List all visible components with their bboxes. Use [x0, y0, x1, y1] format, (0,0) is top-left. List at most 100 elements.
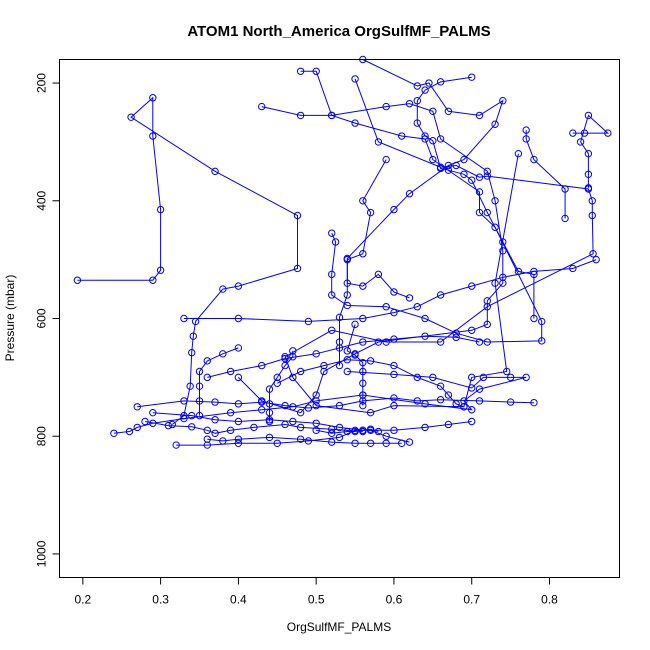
data-point: [359, 197, 367, 205]
data-point: [289, 347, 297, 355]
data-point: [359, 391, 367, 399]
data-point: [475, 397, 484, 405]
data-point: [483, 208, 491, 217]
data-point: [468, 406, 476, 414]
data-point: [359, 401, 367, 410]
data-point: [258, 361, 266, 370]
series-line: [77, 96, 298, 425]
data-point: [320, 361, 328, 370]
data-point: [203, 426, 211, 435]
data-point: [359, 282, 367, 290]
data-point: [328, 438, 336, 446]
data-point: [390, 288, 398, 296]
data-point: [335, 313, 344, 322]
series-line: [207, 335, 480, 378]
x-tick-label: 0.7: [463, 593, 480, 607]
data-point: [312, 419, 320, 427]
y-tick-label: 1000: [35, 540, 49, 567]
data-point: [359, 314, 367, 323]
data-point: [425, 79, 433, 87]
data-point: [188, 411, 196, 420]
y-axis-label: Pressure (mbar): [3, 275, 17, 362]
data-point: [359, 427, 367, 436]
data-point: [468, 384, 476, 392]
data-point: [281, 420, 289, 429]
data-point: [351, 439, 359, 447]
data-point: [460, 403, 468, 411]
series-line: [339, 59, 504, 366]
data-point: [156, 205, 165, 214]
data-point: [374, 427, 383, 436]
data-point: [226, 408, 235, 417]
data-point: [584, 149, 593, 158]
data-point: [296, 111, 305, 120]
data-point: [211, 398, 219, 406]
y-tick-label: 800: [35, 426, 49, 446]
data-point: [429, 155, 437, 164]
series-line: [277, 359, 465, 408]
data-point: [351, 320, 359, 329]
data-point: [188, 423, 196, 431]
data-point: [331, 238, 340, 246]
series-line: [207, 436, 402, 444]
data-point: [289, 353, 297, 361]
data-point: [436, 382, 445, 390]
x-tick-label: 0.5: [308, 593, 325, 607]
data-point: [328, 291, 336, 299]
data-point: [312, 397, 320, 405]
data-point: [506, 373, 515, 382]
data-point: [180, 397, 188, 405]
y-tick-label: 600: [35, 308, 49, 328]
data-point: [390, 370, 398, 379]
data-point: [522, 126, 530, 134]
data-point: [304, 437, 313, 445]
data-point: [468, 176, 476, 184]
data-point: [366, 408, 375, 417]
data-point: [561, 185, 569, 193]
data-point: [328, 111, 336, 120]
data-point: [186, 382, 194, 390]
data-point: [475, 208, 484, 217]
data-point: [273, 373, 281, 382]
data-point: [234, 282, 243, 290]
data-point: [195, 382, 204, 390]
data-point: [413, 119, 421, 127]
data-point: [234, 417, 243, 426]
data-point: [234, 435, 243, 443]
series-line: [145, 421, 363, 434]
data-point: [429, 107, 437, 116]
data-point: [483, 320, 491, 329]
data-point: [366, 425, 375, 433]
data-point: [250, 423, 258, 432]
data-point: [421, 423, 429, 432]
data-point: [258, 398, 266, 406]
data-point: [522, 373, 530, 382]
data-point: [273, 379, 281, 387]
data-point: [499, 97, 507, 105]
data-point: [499, 247, 507, 255]
data-point: [343, 255, 351, 264]
data-point: [234, 314, 243, 323]
data-point: [468, 373, 476, 382]
data-point: [444, 161, 453, 170]
data-point: [273, 439, 281, 447]
data-point: [538, 337, 546, 345]
data-point: [133, 423, 141, 432]
data-point: [413, 303, 421, 311]
data-point: [296, 367, 305, 376]
data-point: [211, 167, 219, 176]
data-point: [374, 338, 383, 346]
data-point: [343, 291, 351, 299]
data-point: [580, 129, 589, 137]
data-point: [468, 326, 476, 334]
data-point: [141, 417, 149, 426]
data-point: [382, 439, 390, 447]
data-point: [149, 408, 157, 417]
data-point: [475, 188, 484, 196]
x-tick-label: 0.6: [386, 593, 403, 607]
series-line: [238, 103, 504, 414]
data-point: [436, 338, 445, 346]
data-point: [491, 223, 499, 231]
series-line: [416, 76, 535, 319]
